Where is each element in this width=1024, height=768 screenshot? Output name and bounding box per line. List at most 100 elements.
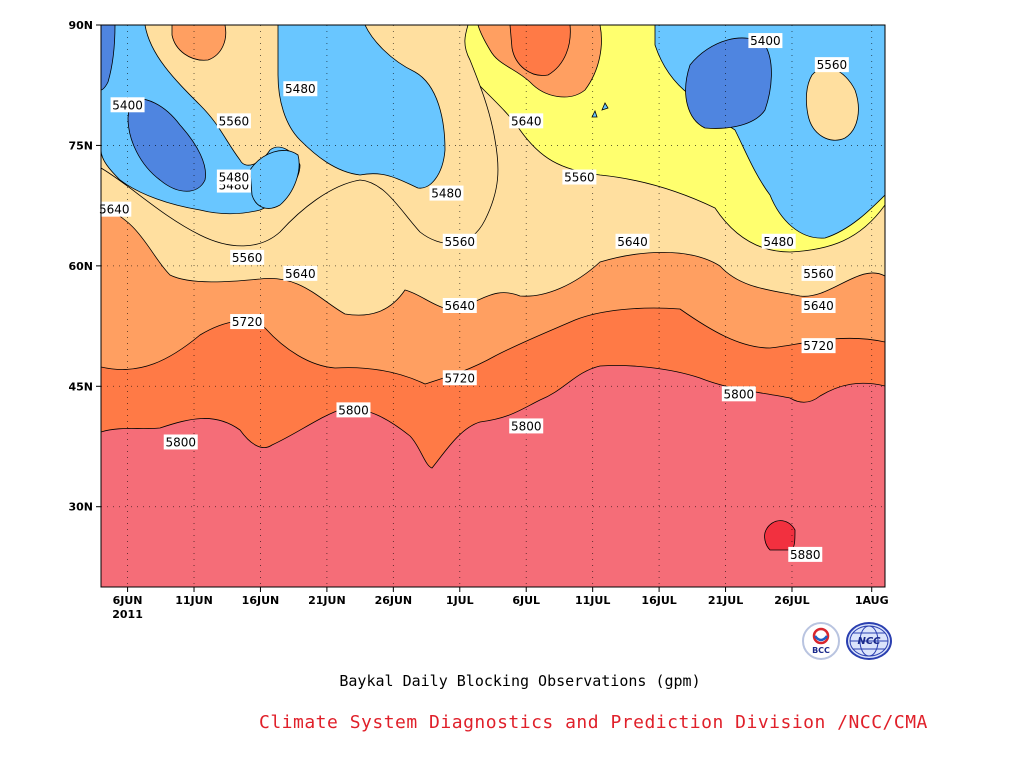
- contour-label-bg: [814, 57, 849, 73]
- grid-lines: [101, 25, 885, 587]
- contour-label-text: 5560: [817, 58, 848, 72]
- y-tick-label-4: 30N: [68, 501, 93, 514]
- contour-label-9: 5560: [442, 233, 477, 249]
- contour-label-24: 5800: [509, 418, 544, 434]
- contour-label-15: 5640: [283, 265, 318, 281]
- contour-label-0: 5400: [110, 97, 145, 113]
- x-year-label: 2011: [112, 608, 143, 621]
- contour-label-bg: [788, 546, 823, 562]
- contour-label-bg: [748, 33, 783, 49]
- contour-label-text: 5800: [511, 419, 542, 433]
- contour-label-bg: [801, 338, 836, 354]
- contour-label-text: 5640: [99, 203, 130, 217]
- x-tick-label-3: 21JUN: [308, 594, 346, 607]
- contour-label-bg: [97, 201, 132, 217]
- contour-label-11: 5560: [814, 57, 849, 73]
- bcc-logo-icon: BCC: [802, 622, 840, 660]
- contour-label-14: 5640: [509, 113, 544, 129]
- contour-label-26: 5880: [788, 546, 823, 562]
- contour-label-bg: [442, 298, 477, 313]
- x-tick-label-8: 16JUL: [641, 594, 676, 607]
- ncc-globe-logo-icon: NCC: [846, 622, 892, 660]
- contour-label-2: 5480: [283, 81, 318, 97]
- contour-label-5: 5480: [429, 185, 464, 201]
- x-tick-label-5: 1JUL: [446, 594, 474, 607]
- contour-label-text: 5400: [750, 34, 781, 48]
- speck-b: [601, 102, 609, 111]
- contour-label-13: 5640: [97, 201, 132, 217]
- contour-label-text: 5720: [232, 315, 263, 329]
- contour-label-bg: [442, 233, 477, 249]
- contour-label-text: 5560: [803, 267, 834, 281]
- contour-label-19: 5720: [230, 314, 265, 330]
- y-tick-label-0: 90N: [68, 19, 93, 32]
- contour-label-bg: [230, 314, 265, 330]
- contour-label-bg: [801, 265, 836, 281]
- x-tick-label-9: 21JUL: [708, 594, 743, 607]
- contour-label-bg: [509, 418, 544, 434]
- contour-label-text: 5800: [165, 435, 196, 449]
- contour-label-text: 5640: [617, 235, 648, 249]
- contour-label-text: 5560: [219, 114, 250, 128]
- credit-text: Climate System Diagnostics and Predictio…: [259, 712, 928, 733]
- x-tick-label-10: 26JUL: [774, 594, 809, 607]
- contour-label-text: 5560: [564, 171, 595, 185]
- contour-labels: 5400540054805480548054805480556055605560…: [97, 33, 849, 562]
- contour-label-12: 5560: [801, 265, 836, 281]
- x-tick-label-7: 11JUL: [575, 594, 610, 607]
- band-5960: [764, 520, 796, 551]
- contour-label-8: 5560: [230, 249, 265, 265]
- contour-label-bg: [283, 81, 318, 97]
- contour-label-bg: [429, 185, 464, 201]
- contour-label-text: 5400: [112, 98, 143, 112]
- bcc-logo-label: BCC: [812, 646, 830, 655]
- contour-label-text: 5480: [763, 235, 794, 249]
- contour-label-10: 5560: [562, 169, 597, 185]
- contour-label-bg: [801, 298, 836, 313]
- contour-label-18: 5640: [801, 298, 836, 313]
- speck-a: [591, 109, 598, 118]
- x-tick-label-11: 1AUG: [855, 594, 889, 607]
- x-tick-label-6: 6JUL: [512, 594, 540, 607]
- contour-label-text: 5480: [219, 171, 250, 185]
- y-tick-label-1: 75N: [68, 139, 93, 152]
- contour-label-bg: [230, 249, 265, 265]
- globe-icon: [849, 625, 889, 657]
- contour-label-text: 5640: [803, 299, 834, 313]
- contour-label-25: 5800: [721, 386, 756, 402]
- contour-label-text: 5720: [803, 339, 834, 353]
- contour-label-bg: [163, 434, 198, 450]
- contour-label-text: 5640: [511, 114, 542, 128]
- y-tick-label-2: 60N: [68, 260, 93, 273]
- contour-label-text: 5800: [724, 387, 755, 401]
- band-5880: [101, 365, 885, 587]
- x-tick-label-2: 16JUN: [242, 594, 280, 607]
- contour-label-bg: [442, 370, 477, 386]
- contour-label-bg: [283, 265, 318, 281]
- contour-label-text: 5560: [232, 251, 263, 265]
- contour-label-23: 5800: [336, 402, 371, 418]
- contour-label-22: 5800: [163, 434, 198, 450]
- axes: 90N 75N 60N 45N 30N 6JUN 11JUN 16JUN 21JUN 26JUN 1…: [68, 19, 888, 621]
- contour-label-text: 5640: [445, 299, 476, 313]
- contour-label-text: 5800: [338, 403, 369, 417]
- contour-label-bg: [615, 233, 650, 249]
- band-5480-b: [277, 25, 446, 189]
- contour-label-bg: [721, 386, 756, 402]
- plot-frame: [100, 24, 886, 588]
- contour-label-text: 5480: [431, 187, 462, 201]
- contour-label-bg: [216, 169, 251, 185]
- x-tick-label-1: 11JUN: [175, 594, 213, 607]
- contour-label-20: 5720: [442, 370, 477, 386]
- band-5400-c: [685, 37, 772, 129]
- contour-label-16: 5640: [442, 298, 477, 313]
- contour-label-text: 5880: [790, 548, 821, 562]
- x-tick-label-4: 26JUN: [375, 594, 413, 607]
- bcc-emblem-icon: [812, 627, 830, 645]
- band-5800-island: [509, 25, 571, 76]
- contour-label-bg: [110, 97, 145, 113]
- contour-label-7: 5560: [216, 113, 251, 129]
- contour-label-21: 5720: [801, 338, 836, 354]
- chart-caption: Baykal Daily Blocking Observations (gpm): [339, 672, 701, 690]
- contour-label-bg: [509, 113, 544, 129]
